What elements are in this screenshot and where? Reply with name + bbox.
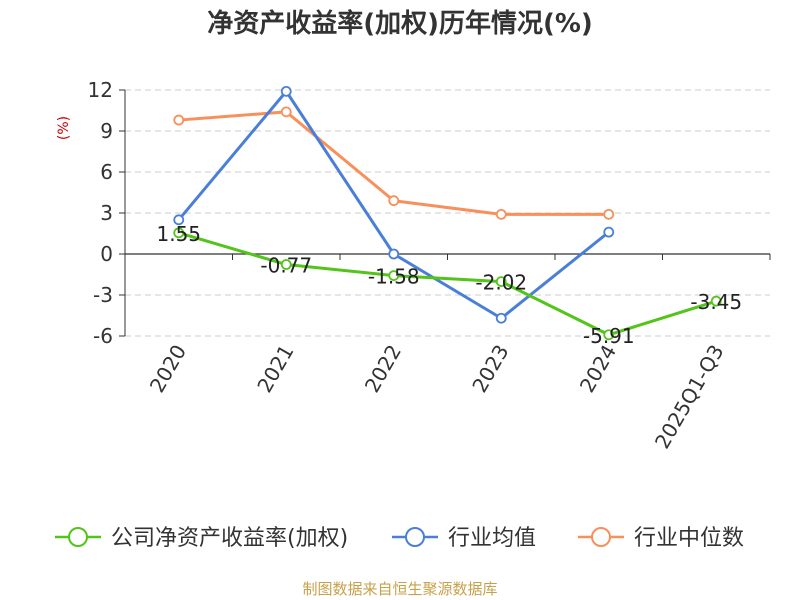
data-label: -3.45 [690,290,742,314]
x-tick-label: 2022 [360,341,406,397]
data-label: 1.55 [156,222,201,246]
data-labels: 1.55 -0.77 -1.58 -2.02 -5.91 -3.45 [156,222,742,348]
axes [119,89,771,337]
legend-marker [405,527,425,547]
series-line [178,231,717,337]
y-tick-labels: 12 9 6 3 0 -3 -6 [88,78,113,348]
data-point [710,295,722,307]
series-points [173,85,722,341]
y-tick-label: 3 [100,201,113,225]
y-axis-label: (%) [56,116,72,140]
chart-title: 净资产收益率(加权)历年情况(%) [207,8,593,39]
data-point [603,226,615,238]
y-tick-label: 12 [88,78,113,102]
data-point [173,227,185,239]
data-point [603,329,615,341]
x-tick-label: 2021 [252,341,298,397]
data-point [280,259,292,270]
gridlines [125,89,770,337]
x-tick-label: 2025Q1-Q3 [650,341,729,453]
source-note: 制图数据来自恒生聚源数据库 [302,580,497,598]
x-tick-label: 2023 [467,341,513,397]
x-tick-label: 2024 [575,341,621,397]
legend-marker [591,527,611,547]
data-point [173,214,185,226]
data-point [388,270,400,281]
data-point [280,85,292,97]
y-tick-label: 9 [100,119,113,143]
x-tick-labels: 2020 2021 2022 2023 2024 2025Q1-Q3 [145,341,729,453]
y-tick-label: 6 [100,160,113,184]
y-tick-label: 0 [100,242,113,266]
x-tick-label: 2020 [145,341,191,397]
data-point [603,208,615,220]
data-label: -1.58 [368,265,420,289]
data-label: -5.91 [583,324,635,348]
data-point [388,195,400,207]
data-label: -2.02 [475,271,527,295]
data-point [495,312,507,324]
legend-label: 行业中位数 [634,526,744,551]
legend-label: 公司净资产收益率(加权) [111,526,348,551]
legend-marker [68,527,88,547]
data-point [388,248,400,260]
data-label: -0.77 [260,254,312,278]
data-point [495,276,507,288]
legend-label: 行业均值 [448,526,536,551]
data-point [173,114,185,126]
y-tick-label: -6 [93,324,113,348]
legend: 公司净资产收益率(加权) 行业均值 行业中位数 [55,526,744,551]
data-point [280,106,292,118]
y-tick-label: -3 [93,283,113,307]
data-point [495,208,507,220]
